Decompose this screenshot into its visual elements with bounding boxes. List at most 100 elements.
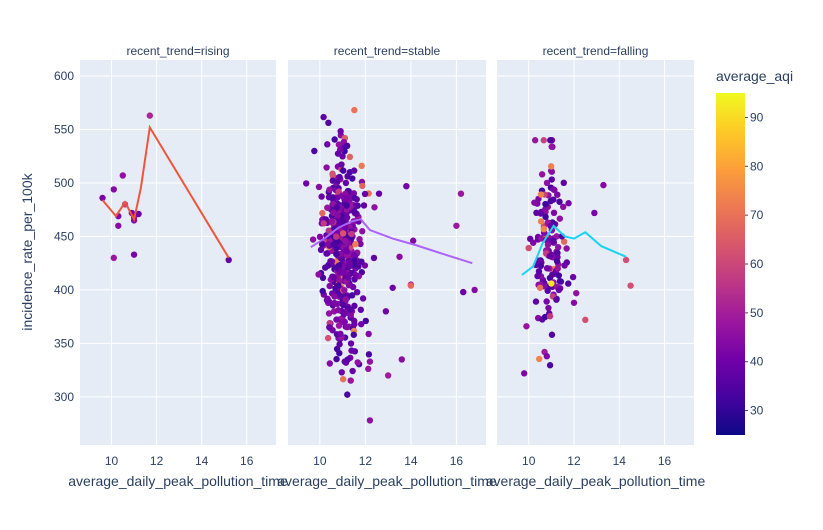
data-point[interactable] [303,180,310,187]
data-point[interactable] [344,356,351,363]
data-point[interactable] [457,190,465,197]
data-point[interactable] [537,218,545,225]
data-point[interactable] [360,202,368,209]
data-point[interactable] [471,286,478,294]
data-point[interactable] [324,204,331,211]
data-point[interactable] [359,295,367,302]
data-point[interactable] [335,141,343,148]
data-point[interactable] [335,307,342,314]
data-point[interactable] [115,222,122,229]
data-point[interactable] [328,218,336,225]
data-point[interactable] [324,141,331,148]
data-point[interactable] [344,391,351,398]
data-point[interactable] [146,112,154,119]
data-point[interactable] [538,171,546,178]
data-point[interactable] [341,318,348,326]
data-point[interactable] [349,175,356,182]
data-point[interactable] [371,204,378,211]
data-point[interactable] [345,274,352,282]
data-point[interactable] [547,163,555,170]
data-point[interactable] [336,341,343,348]
data-point[interactable] [334,194,341,201]
data-point[interactable] [365,330,372,338]
data-point[interactable] [338,369,345,376]
data-point[interactable] [130,251,138,258]
data-point[interactable] [325,310,333,317]
data-point[interactable] [225,256,232,264]
data-point[interactable] [347,377,354,384]
data-point[interactable] [326,298,333,306]
data-point[interactable] [366,417,374,424]
data-point[interactable] [548,176,555,183]
data-point[interactable] [357,306,365,313]
data-point[interactable] [315,183,323,191]
data-point[interactable] [409,237,417,244]
data-point[interactable] [333,355,340,363]
data-point[interactable] [538,235,545,242]
data-point[interactable] [356,235,363,243]
data-point[interactable] [326,324,333,331]
data-point[interactable] [550,209,558,217]
data-point[interactable] [339,230,347,237]
data-point[interactable] [319,274,327,282]
data-point[interactable] [540,225,548,233]
data-point[interactable] [362,317,369,325]
data-point[interactable] [340,167,347,174]
data-point[interactable] [563,245,570,252]
data-point[interactable] [342,296,350,303]
data-point[interactable] [536,355,543,363]
data-point[interactable] [375,190,383,197]
data-point[interactable] [327,258,334,265]
data-point[interactable] [351,106,358,114]
data-point[interactable] [570,299,578,306]
data-point[interactable] [330,273,337,281]
data-point[interactable] [342,237,349,244]
data-point[interactable] [542,200,549,208]
data-point[interactable] [318,193,325,200]
data-point[interactable] [365,351,373,358]
data-point[interactable] [318,241,326,248]
data-point[interactable] [343,202,350,209]
data-point[interactable] [550,186,557,193]
data-point[interactable] [110,186,117,193]
data-point[interactable] [351,252,358,259]
data-point[interactable] [325,227,332,234]
data-point[interactable] [326,186,333,193]
data-point[interactable] [325,119,332,127]
data-point[interactable] [350,317,358,325]
data-point[interactable] [351,257,358,265]
data-point[interactable] [331,136,338,143]
data-point[interactable] [357,320,365,328]
data-point[interactable] [537,191,545,198]
data-point[interactable] [347,306,354,313]
data-point[interactable] [396,253,403,260]
data-point[interactable] [555,286,563,294]
data-point[interactable] [560,179,567,187]
data-point[interactable] [338,255,345,263]
data-point[interactable] [365,365,372,373]
data-point[interactable] [548,143,555,150]
data-point[interactable] [348,292,356,299]
data-point[interactable] [382,308,390,315]
data-point[interactable] [333,316,340,323]
data-point[interactable] [346,259,353,266]
data-point[interactable] [334,212,341,219]
data-point[interactable] [338,161,345,168]
data-point[interactable] [556,215,564,222]
data-point[interactable] [315,271,322,278]
data-point[interactable] [543,353,551,360]
data-point[interactable] [622,256,630,264]
data-point[interactable] [333,345,341,353]
data-point[interactable] [316,233,324,241]
data-point[interactable] [542,206,549,213]
data-point[interactable] [337,128,344,135]
data-point[interactable] [326,282,333,290]
data-point[interactable] [543,265,551,272]
data-point[interactable] [329,194,336,201]
data-point[interactable] [343,142,351,150]
data-point[interactable] [553,296,560,303]
data-point[interactable] [352,202,360,210]
data-point[interactable] [342,179,350,187]
data-point[interactable] [560,238,568,245]
data-point[interactable] [553,258,561,265]
